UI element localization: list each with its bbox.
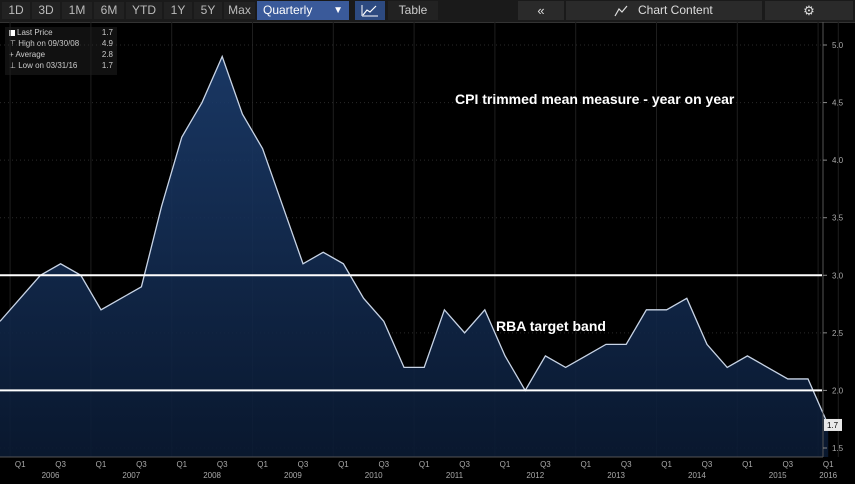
chart-annotation-cpi: CPI trimmed mean measure - year on year <box>455 91 735 107</box>
x-tick-label: Q1 <box>823 460 834 469</box>
chart-content-button[interactable]: Chart Content <box>566 1 762 20</box>
x-tick-label: Q1 <box>661 460 672 469</box>
range-1y-button[interactable]: 1Y <box>164 2 192 19</box>
legend-average: + Average 2.8 <box>9 50 115 60</box>
legend-high: ⊤ High on 09/30/08 4.9 <box>9 39 115 49</box>
x-tick-label: Q3 <box>540 460 551 469</box>
average-label: Average <box>15 50 46 59</box>
table-button[interactable]: Table <box>388 1 438 20</box>
x-tick-label: Q3 <box>621 460 632 469</box>
low-label: Low on 03/31/16 <box>18 61 78 70</box>
period-dropdown[interactable]: Quarterly ▼ <box>257 1 349 20</box>
year-label: 2011 <box>446 471 464 480</box>
period-selected-value: Quarterly <box>263 3 313 17</box>
x-tick-label: Q3 <box>298 460 309 469</box>
x-tick-label: Q3 <box>217 460 228 469</box>
last-value-text: 1.7 <box>827 421 839 430</box>
y-tick-label: 5.0 <box>832 41 844 50</box>
last-price-swatch <box>9 29 15 36</box>
range-1d-button[interactable]: 1D <box>2 2 30 19</box>
year-label: 2013 <box>607 471 625 480</box>
legend-low: ⊥ Low on 03/31/16 1.7 <box>9 61 115 71</box>
high-value: 4.9 <box>101 39 113 48</box>
gear-icon: ⚙ <box>803 3 815 18</box>
range-ytd-button[interactable]: YTD <box>126 2 162 19</box>
y-tick-label: 3.5 <box>832 214 844 223</box>
y-tick-label: 2.0 <box>832 386 844 395</box>
x-tick-label: Q3 <box>459 460 470 469</box>
x-tick-label: Q1 <box>580 460 591 469</box>
x-tick-label: Q3 <box>136 460 147 469</box>
y-tick-label: 1.5 <box>832 444 844 453</box>
x-tick-label: Q1 <box>742 460 753 469</box>
last-value-box <box>824 418 842 431</box>
year-label: 2014 <box>688 471 706 480</box>
y-axis: 1.5 2.0 2.5 3.0 3.5 4.0 4.5 5.0 <box>822 22 844 457</box>
range-5y-button[interactable]: 5Y <box>194 2 222 19</box>
x-tick-label: Q1 <box>419 460 430 469</box>
legend-last-price: Last Price 1.7 <box>9 28 115 38</box>
average-marker-icon: + <box>9 50 16 59</box>
chart-legend: Last Price 1.7 ⊤ High on 09/30/08 4.9 + … <box>5 27 117 75</box>
x-tick-label: Q3 <box>702 460 713 469</box>
cpi-series-line <box>0 54 829 426</box>
last-value-marker: 1.7 <box>824 418 842 431</box>
last-price-value: 1.7 <box>101 28 113 37</box>
x-tick-label: Q3 <box>55 460 66 469</box>
high-marker-icon: ⊤ <box>9 39 19 48</box>
average-value: 2.8 <box>101 50 113 59</box>
cpi-area-chart: 1.52.02.53.03.54.04.55.0 Q1 Q3 Q1 Q3 Q1 Q3 Q1 Q… <box>0 22 844 480</box>
y-tick-label: 4.5 <box>832 99 844 108</box>
year-label: 2009 <box>284 471 302 480</box>
year-label: 2010 <box>365 471 383 480</box>
low-value: 1.7 <box>101 61 113 70</box>
x-tick-label: Q1 <box>500 460 511 469</box>
year-label: 2007 <box>122 471 140 480</box>
range-max-button[interactable]: Max <box>224 2 255 19</box>
y-tick-label: 4.0 <box>832 156 844 165</box>
x-tick-label: Q1 <box>176 460 187 469</box>
year-label: 2008 <box>203 471 221 480</box>
line-chart-type-button[interactable] <box>355 1 385 20</box>
low-marker-icon: ⊥ <box>9 61 19 70</box>
year-label: 2016 <box>819 471 837 480</box>
collapse-button[interactable]: « <box>518 1 564 20</box>
x-tick-label: Q1 <box>96 460 107 469</box>
x-tick-label: Q1 <box>257 460 268 469</box>
x-axis: Q1 Q3 Q1 Q3 Q1 Q3 Q1 Q3 Q1 Q3 Q1 Q3 Q1 Q3 Q1 Q3 Q1 Q3 Q1 Q3… <box>0 456 838 480</box>
range-3d-button[interactable]: 3D <box>32 2 60 19</box>
chart-content-label: Chart Content <box>638 3 713 17</box>
y-tick-label: 2.5 <box>832 329 844 338</box>
chart-toolbar: 1D 3D 1M 6M YTD 1Y 5Y Max Quarterly ▼ Ta… <box>0 0 855 23</box>
settings-button[interactable]: ⚙ <box>765 1 853 20</box>
line-chart-icon <box>361 5 378 17</box>
year-label: 2006 <box>42 471 60 480</box>
cpi-area-fill <box>0 56 829 458</box>
x-tick-label: Q3 <box>782 460 793 469</box>
x-tick-label: Q1 <box>338 460 349 469</box>
range-6m-button[interactable]: 6M <box>94 2 124 19</box>
x-tick-label: Q3 <box>378 460 389 469</box>
y-tick-label: 3.0 <box>832 271 844 280</box>
x-tick-label: Q1 <box>15 460 26 469</box>
chart-content-icon <box>614 5 628 17</box>
high-label: High on 09/30/08 <box>18 39 80 48</box>
range-1m-button[interactable]: 1M <box>62 2 92 19</box>
last-price-label: Last Price <box>17 28 53 37</box>
year-label: 2012 <box>526 471 544 480</box>
caret-down-icon: ▼ <box>333 5 343 16</box>
year-label: 2015 <box>769 471 787 480</box>
chart-annotation-band: RBA target band <box>496 318 606 334</box>
